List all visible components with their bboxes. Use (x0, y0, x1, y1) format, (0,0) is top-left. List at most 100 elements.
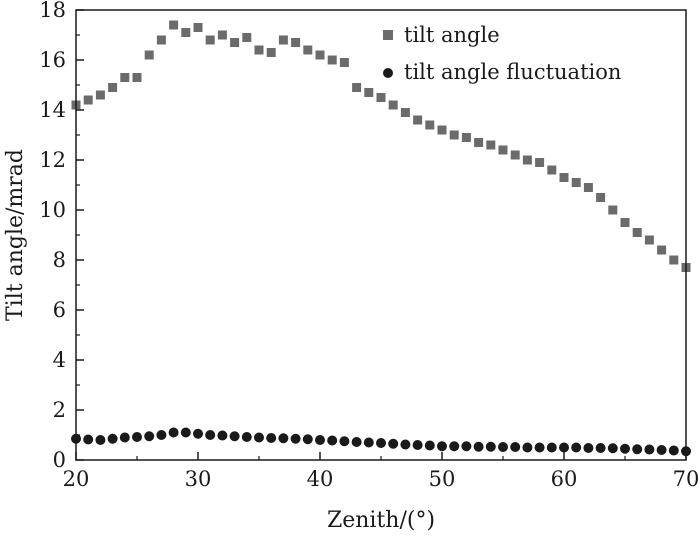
data-point (424, 440, 435, 451)
data-point (108, 83, 118, 92)
data-point (95, 90, 105, 100)
data-point (449, 441, 460, 452)
data-point (169, 20, 179, 30)
data-point (168, 427, 179, 438)
data-point (278, 433, 289, 444)
data-point (302, 434, 313, 445)
data-point (351, 437, 362, 447)
y-tick-label: 2 (53, 398, 66, 422)
data-point (437, 441, 447, 452)
data-point (485, 441, 496, 452)
data-point (388, 438, 399, 449)
data-point (461, 441, 472, 452)
data-point (559, 173, 569, 182)
data-point (547, 165, 557, 175)
data-point (644, 444, 655, 455)
data-point (278, 35, 288, 45)
data-point (119, 432, 130, 443)
data-point (510, 442, 521, 452)
data-point (608, 205, 618, 215)
data-point (266, 433, 277, 443)
data-point (376, 93, 386, 102)
data-point (620, 443, 630, 454)
data-point (388, 100, 398, 110)
legend-label-tilt-angle: tilt angle (404, 23, 500, 47)
data-point (559, 442, 569, 453)
data-point (241, 432, 252, 442)
x-tick-label: 40 (307, 467, 334, 491)
data-point (83, 434, 94, 445)
data-point (620, 218, 630, 227)
data-point (193, 428, 203, 439)
y-axis-title: Tilt angle/mrad (3, 149, 28, 321)
data-point (254, 432, 264, 443)
y-tick-label: 8 (53, 248, 66, 272)
series-tilt-angle-fluctuation (71, 427, 691, 457)
tick-labels-layer: 20 30 40 50 60 70 0 2 4 6 8 10 12 14 16 18 (39, 0, 699, 491)
y-tick-label: 16 (39, 48, 66, 72)
data-point (107, 433, 118, 444)
data-point (473, 441, 484, 452)
data-point (132, 432, 142, 442)
y-tick-label: 18 (39, 0, 66, 22)
x-tick-label: 70 (673, 467, 700, 491)
data-point (668, 445, 679, 456)
data-point (657, 245, 667, 255)
data-point (339, 58, 349, 67)
data-point (180, 427, 191, 438)
data-point (437, 125, 447, 135)
data-point (656, 445, 667, 455)
data-point (364, 88, 374, 97)
data-point (327, 55, 337, 65)
data-point (571, 178, 581, 187)
data-point (144, 50, 154, 60)
data-point (156, 35, 166, 45)
data-point (339, 436, 350, 447)
data-point (181, 28, 191, 37)
data-point (510, 150, 520, 160)
data-point (522, 442, 533, 453)
data-point (632, 444, 643, 455)
data-point (315, 435, 325, 445)
data-point (412, 440, 423, 450)
data-point (217, 30, 227, 40)
legend-marker-tilt-angle-fluctuation (383, 68, 393, 78)
data-point (205, 430, 216, 440)
data-point (144, 431, 155, 442)
data-point (242, 33, 252, 42)
data-point (413, 115, 423, 125)
y-tick-label: 10 (39, 198, 66, 222)
data-point (303, 45, 313, 55)
data-point (327, 435, 338, 446)
data-point (266, 48, 276, 57)
legend-label-tilt-angle-fluctuation: tilt angle fluctuation (404, 60, 621, 84)
legend-marker-tilt-angle (383, 30, 393, 40)
series-tilt-angle (71, 20, 691, 272)
data-point (352, 83, 362, 92)
data-point (120, 73, 130, 82)
data-point (217, 430, 228, 441)
data-point (486, 140, 496, 150)
data-point (571, 442, 582, 453)
data-point (669, 255, 679, 265)
data-point (290, 433, 301, 444)
data-point (400, 439, 411, 450)
data-point (474, 138, 484, 147)
data-point (498, 145, 508, 155)
data-point (132, 73, 142, 82)
data-point (376, 438, 386, 448)
data-point (583, 443, 594, 453)
data-point (315, 50, 325, 60)
data-point (632, 228, 642, 237)
data-point (607, 443, 618, 454)
data-point (596, 193, 606, 202)
data-point (229, 431, 240, 442)
data-point (400, 108, 410, 117)
series-layer (71, 20, 691, 457)
x-axis-title: Zenith/(°) (327, 508, 435, 533)
y-tick-label: 0 (53, 448, 66, 472)
data-point (449, 130, 459, 140)
y-tick-label: 6 (53, 298, 66, 322)
data-point (95, 435, 106, 445)
